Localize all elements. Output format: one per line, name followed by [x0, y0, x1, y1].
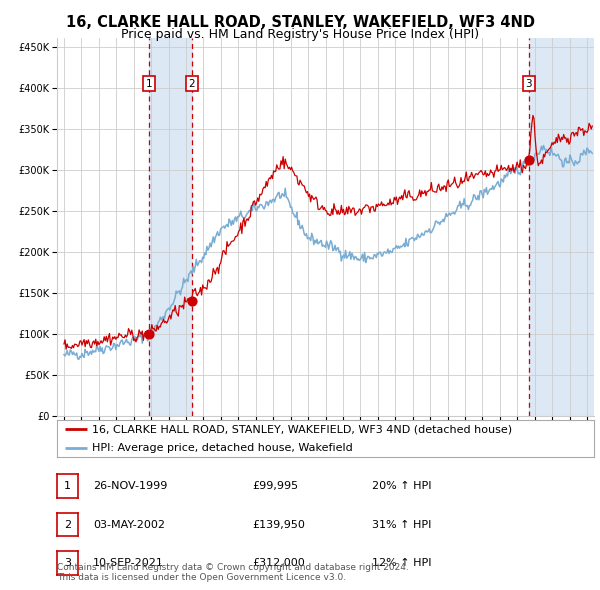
- Bar: [149, 38, 192, 416]
- Text: 2: 2: [64, 520, 71, 529]
- Point: [524, 155, 534, 165]
- Text: 20% ↑ HPI: 20% ↑ HPI: [372, 481, 431, 491]
- Text: 1: 1: [146, 78, 153, 88]
- Text: 2: 2: [188, 78, 195, 88]
- Point: [187, 296, 197, 306]
- Text: 16, CLARKE HALL ROAD, STANLEY, WAKEFIELD, WF3 4ND: 16, CLARKE HALL ROAD, STANLEY, WAKEFIELD…: [65, 15, 535, 30]
- Bar: [529, 38, 594, 416]
- Text: 31% ↑ HPI: 31% ↑ HPI: [372, 520, 431, 529]
- Point: [145, 329, 154, 339]
- Text: £139,950: £139,950: [252, 520, 305, 529]
- Text: 1: 1: [64, 481, 71, 491]
- Text: £312,000: £312,000: [252, 558, 305, 568]
- Text: 3: 3: [64, 558, 71, 568]
- Text: Contains HM Land Registry data © Crown copyright and database right 2024.
This d: Contains HM Land Registry data © Crown c…: [57, 563, 409, 582]
- Text: Price paid vs. HM Land Registry's House Price Index (HPI): Price paid vs. HM Land Registry's House …: [121, 28, 479, 41]
- Text: 3: 3: [526, 78, 532, 88]
- Text: 26-NOV-1999: 26-NOV-1999: [93, 481, 167, 491]
- Text: 10-SEP-2021: 10-SEP-2021: [93, 558, 164, 568]
- Text: 12% ↑ HPI: 12% ↑ HPI: [372, 558, 431, 568]
- Text: 03-MAY-2002: 03-MAY-2002: [93, 520, 165, 529]
- Text: 16, CLARKE HALL ROAD, STANLEY, WAKEFIELD, WF3 4ND (detached house): 16, CLARKE HALL ROAD, STANLEY, WAKEFIELD…: [92, 424, 512, 434]
- Text: HPI: Average price, detached house, Wakefield: HPI: Average price, detached house, Wake…: [92, 443, 353, 453]
- Text: £99,995: £99,995: [252, 481, 298, 491]
